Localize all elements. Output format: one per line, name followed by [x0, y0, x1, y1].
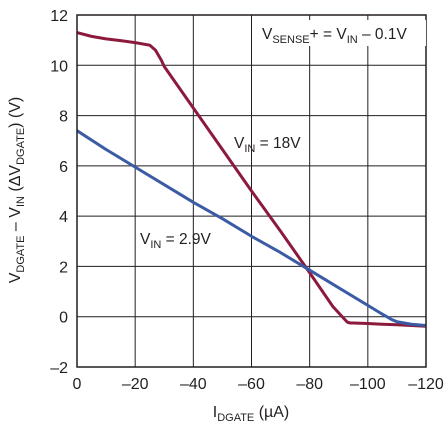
series-label-vin-2-9v: VIN = 2.9V: [140, 231, 212, 251]
series-label-vin-18v: VIN = 18V: [234, 135, 301, 155]
x-tick-label: –60: [238, 376, 265, 393]
plot-frame: [76, 14, 427, 368]
y-tick-label: 10: [50, 58, 68, 75]
chart-grid: [77, 15, 426, 367]
y-tick-label: 8: [59, 109, 68, 126]
series-line-vin-2-9v: [77, 129, 426, 328]
y-axis-label: VDGATE – VIN (ΔVDGATE) (V): [7, 97, 27, 284]
y-tick-label: –2: [50, 360, 68, 377]
series-line-vin-18v: [77, 31, 426, 328]
y-tick-label: 6: [59, 159, 68, 176]
y-tick-label: 0: [59, 310, 68, 327]
y-tick-label: 12: [50, 8, 68, 25]
annotation-vsense: VSENSE+ = VIN – 0.1V: [262, 26, 407, 46]
x-tick-label: –80: [296, 376, 323, 393]
x-tick-label: –100: [350, 376, 386, 393]
y-tick-label: 4: [59, 209, 68, 226]
x-tick-label: –20: [122, 376, 149, 393]
annotation-box: [254, 20, 426, 46]
x-tick-label: –40: [180, 376, 207, 393]
x-axis-label: IDGATE (µA): [213, 404, 290, 424]
chart-series: [77, 31, 426, 328]
x-tick-label: 0: [73, 376, 82, 393]
y-tick-label: 2: [59, 259, 68, 276]
x-tick-label: –120: [408, 376, 444, 393]
